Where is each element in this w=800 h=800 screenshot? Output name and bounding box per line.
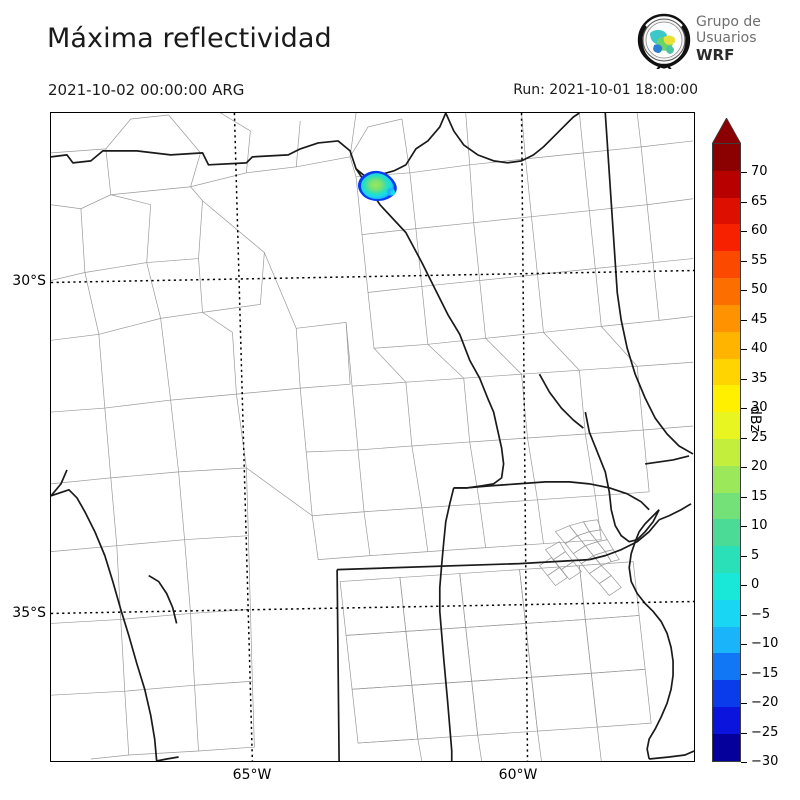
colorbar-tick-label: 20 [751,459,768,475]
globe-emblem-icon [636,13,692,72]
graticule-lat-30s [51,269,694,284]
colorbar-segment [713,599,740,627]
colorbar-tick-mark [741,290,747,292]
colorbar-tick-label: 10 [751,518,768,534]
colorbar-tick-label: 35 [751,370,768,386]
colorbar-segment [713,680,740,708]
colorbar-segment [713,412,740,439]
colorbar-tick-label: 5 [751,547,760,563]
colorbar-tick-label: −20 [751,695,779,711]
colorbar-segment [713,465,740,493]
graticule-lat-35s [51,600,694,615]
colorbar-tick-mark [741,408,747,410]
maximum-reflectivity-map[interactable] [50,112,695,762]
graticule-lon-60w [520,113,529,761]
valid-time-label: 2021-10-02 00:00:00 ARG [48,81,245,99]
logo-line-2: Usuarios [696,30,757,46]
colorbar-tick-label: 70 [751,164,768,180]
colorbar-tick-mark [741,703,747,705]
lat-label-35s: 35°S [12,605,46,621]
colorbar-tick-label: −25 [751,724,779,740]
colorbar-tick-mark [741,231,747,233]
colorbar-tick-label: 25 [751,429,768,445]
colorbar-tick-label: 60 [751,223,768,239]
colorbar-tick-label: 40 [751,341,768,357]
colorbar-tick-mark [741,614,747,616]
colorbar-tick-label: 30 [751,400,768,416]
colorbar-segment [713,492,740,520]
colorbar-tick-label: −30 [751,754,779,769]
department-boundaries [51,113,694,761]
province-boundaries [51,113,694,761]
lat-label-30s: 30°S [12,273,46,289]
colorbar-segment [713,546,740,573]
colorbar-tick-mark [741,349,747,351]
logo-line-1: Grupo de [696,14,761,30]
colorbar-tick-label: −15 [751,665,779,681]
colorbar-tick-label: 50 [751,282,768,298]
colorbar-segment [713,278,740,305]
colorbar-segment [713,144,740,171]
graticule-lon-65w [233,113,254,761]
colorbar-tick-label: 15 [751,488,768,504]
colorbar-segment [713,519,740,547]
colorbar-tick-mark [741,319,747,321]
colorbar[interactable] [711,117,742,762]
colorbar-segment [713,170,740,198]
colorbar-segment [713,653,740,681]
colorbar-tick-label: −10 [751,636,779,652]
colorbar-segment [713,197,740,225]
run-time-label: Run: 2021-10-01 18:00:00 [513,82,698,98]
colorbar-segment [713,438,740,466]
colorbar-tick-mark [741,378,747,380]
colorbar-extend-arrow-icon [711,117,742,145]
colorbar-tick-mark [741,673,747,675]
colorbar-segment [713,331,740,359]
colorbar-tick-label: 0 [751,577,760,593]
colorbar-gradient [712,143,741,762]
colorbar-segment [713,358,740,386]
colorbar-ticks: 70 65 60 55 50 45 40 35 30 25 20 15 10 5 0 −5 −10 −15 −20−… [741,118,800,769]
colorbar-segment [713,385,740,413]
colorbar-segment [713,626,740,654]
colorbar-tick-label: 55 [751,252,768,268]
reflectivity-echo [357,170,397,202]
graticule [51,113,694,761]
colorbar-tick-mark [741,172,747,174]
colorbar-tick-mark [741,467,747,469]
colorbar-segment [713,251,740,279]
logo-text: Grupo de Usuarios WRF [696,14,794,64]
colorbar-tick-mark [741,437,747,439]
colorbar-tick-mark [741,526,747,528]
colorbar-tick-mark [741,585,747,587]
colorbar-segment [713,224,740,252]
page-title: Máxima reflectividad [47,23,332,54]
colorbar-tick-mark [741,644,747,646]
colorbar-tick-mark [741,762,747,763]
colorbar-tick-label: −5 [751,606,771,622]
lon-label-65w: 65°W [232,767,272,783]
colorbar-axis-label: dBz [747,406,763,432]
map-canvas [51,113,694,761]
lon-label-60w: 60°W [498,767,538,783]
colorbar-segment [713,707,740,734]
logo-line-3: WRF [696,46,735,64]
colorbar-segment [713,304,740,332]
colorbar-segment [713,733,740,761]
wrf-user-group-logo: Grupo de Usuarios WRF [636,13,794,72]
colorbar-segment [713,573,740,600]
colorbar-tick-mark [741,732,747,734]
colorbar-tick-mark [741,201,747,203]
colorbar-tick-mark [741,260,747,262]
colorbar-tick-label: 65 [751,193,768,209]
colorbar-tick-mark [741,555,747,557]
colorbar-tick-label: 45 [751,311,768,327]
colorbar-tick-mark [741,496,747,498]
